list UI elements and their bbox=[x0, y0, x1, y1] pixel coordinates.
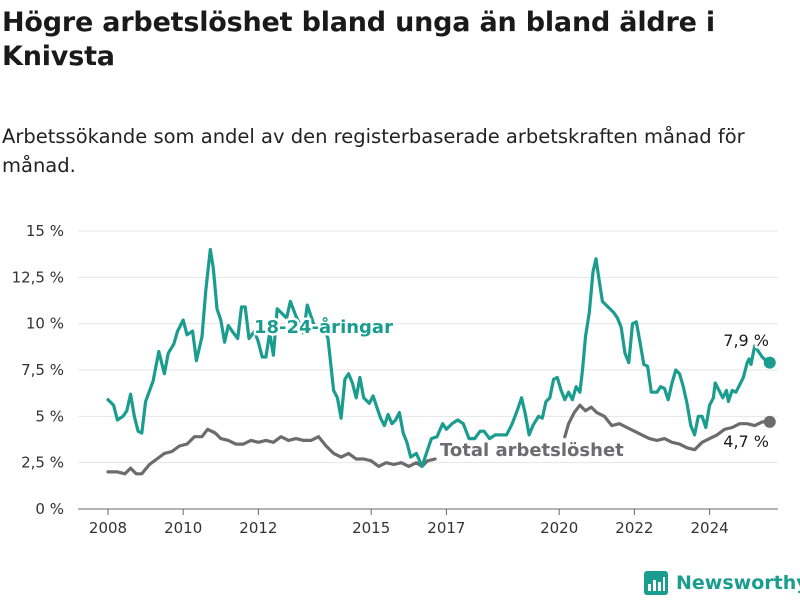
youth-series-label-halo: 18-24-åringar bbox=[254, 316, 393, 338]
y-tick-label: 5 % bbox=[35, 407, 64, 425]
total-end-value-label-halo: 4,7 % bbox=[723, 432, 769, 451]
x-tick-label: 2015 bbox=[352, 519, 390, 537]
y-tick-label: 15 % bbox=[26, 222, 64, 240]
chart-title: Högre arbetslöshet bland unga än bland ä… bbox=[2, 7, 715, 72]
x-tick-label: 2012 bbox=[239, 519, 277, 537]
total-series-label: Total arbetslöshet bbox=[440, 440, 624, 461]
bar-chart-logo-icon bbox=[644, 571, 668, 595]
total-series-line bbox=[106, 427, 437, 476]
x-tick-label: 2020 bbox=[540, 519, 578, 537]
x-tick-label: 2022 bbox=[615, 519, 653, 537]
y-tick-label: 0 % bbox=[35, 500, 64, 518]
chart-subtitle: Arbetssökande som andel av den registerb… bbox=[2, 125, 745, 177]
y-tick-label: 2,5 % bbox=[21, 454, 64, 472]
youth-series-line bbox=[106, 247, 772, 468]
y-tick-label: 10 % bbox=[26, 315, 64, 333]
youth-end-marker bbox=[763, 356, 776, 369]
y-axis-tick-labels: 0 % 2,5 % 5 % 7,5 % 10 % 12,5 % 15 % bbox=[12, 222, 64, 518]
youth-end-value-label-halo: 7,9 % bbox=[723, 331, 769, 350]
youth-end-value-label: 7,9 % bbox=[723, 331, 769, 350]
total-series-label-halo: Total arbetslöshet bbox=[440, 440, 624, 461]
x-tick-label: 2010 bbox=[164, 519, 202, 537]
total-end-value-label: 4,7 % bbox=[723, 432, 769, 451]
x-tick-label: 2024 bbox=[691, 519, 729, 537]
newsworthy-logo[interactable]: Newsworthy bbox=[644, 568, 800, 598]
total-series-line-recent bbox=[563, 403, 772, 452]
x-axis-ticks: 2008 2010 2012 2015 2017 2020 2022 2024 bbox=[89, 509, 729, 537]
y-tick-label: 12,5 % bbox=[12, 268, 64, 286]
total-end-marker bbox=[763, 415, 776, 428]
x-tick-label: 2017 bbox=[427, 519, 465, 537]
brand-name: Newsworthy bbox=[676, 572, 800, 594]
grid-lines bbox=[78, 230, 778, 510]
y-tick-label: 7,5 % bbox=[21, 361, 64, 379]
x-tick-label: 2008 bbox=[89, 519, 127, 537]
youth-series-label: 18-24-åringar bbox=[254, 316, 393, 338]
series-lines bbox=[106, 247, 776, 476]
